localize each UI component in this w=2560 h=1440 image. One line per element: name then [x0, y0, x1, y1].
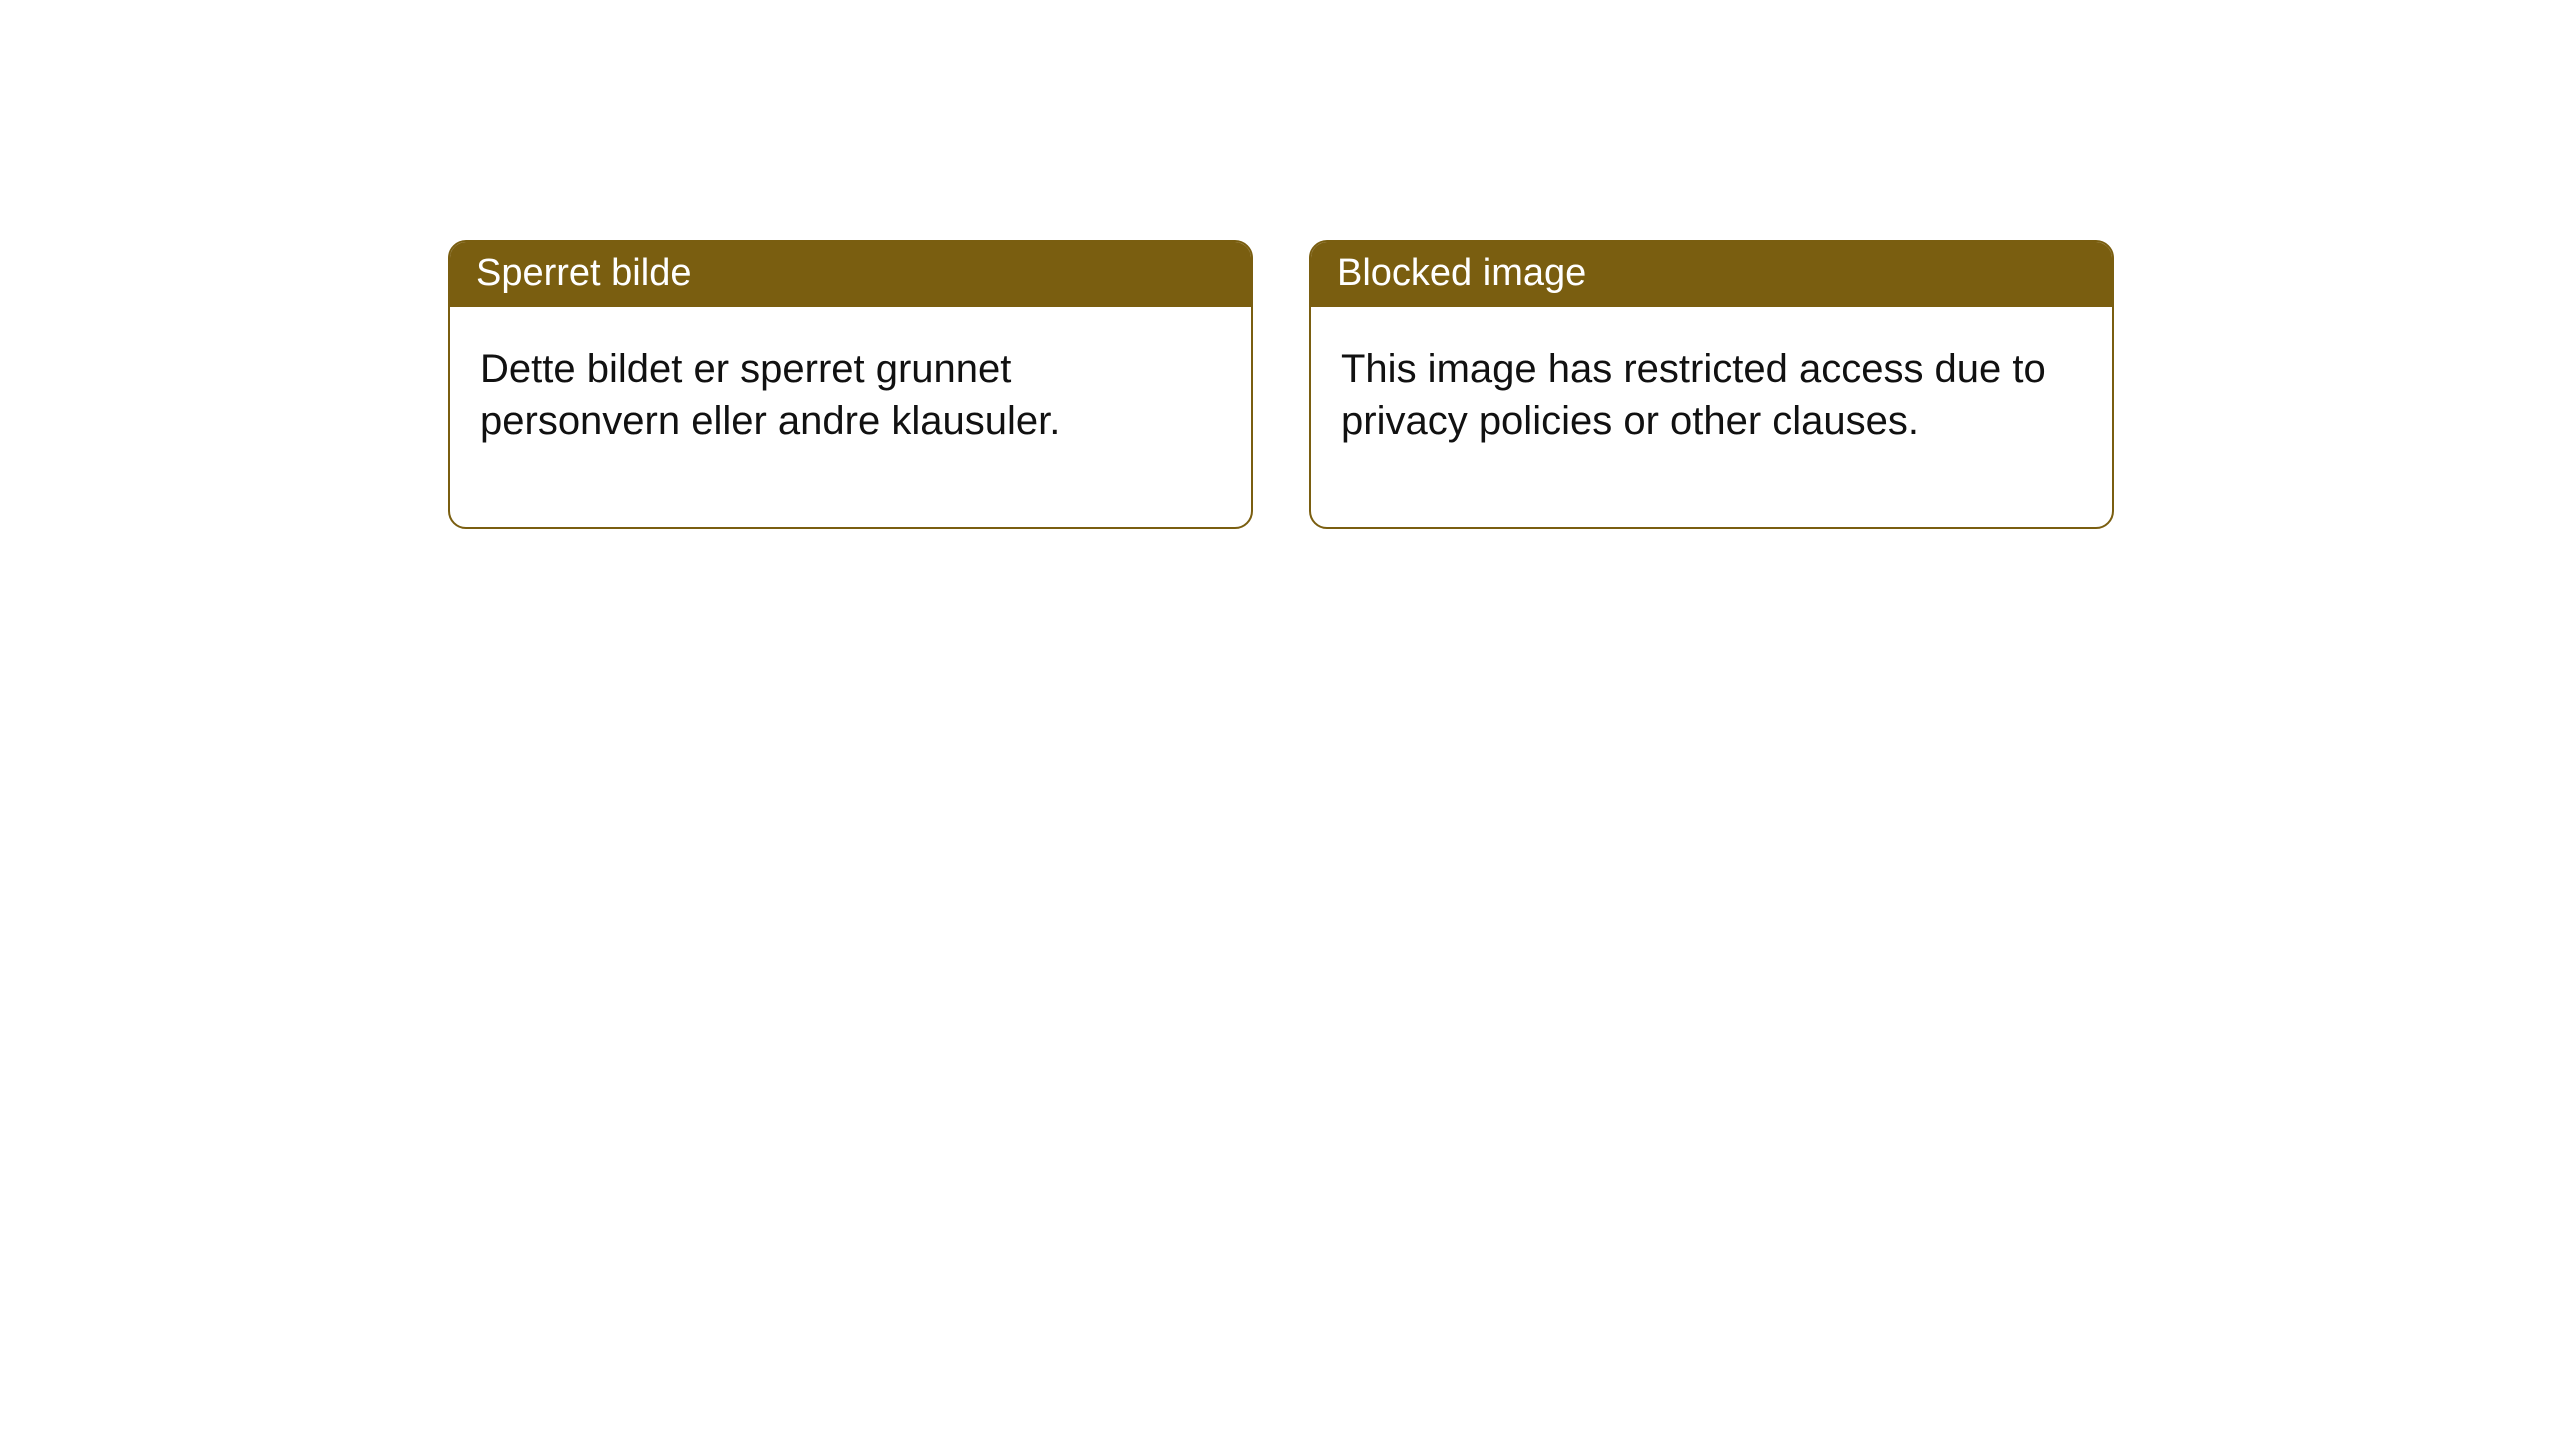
card-title-en: Blocked image	[1311, 242, 2112, 307]
card-title-no: Sperret bilde	[450, 242, 1251, 307]
card-body-en: This image has restricted access due to …	[1311, 307, 2112, 527]
notice-container: Sperret bilde Dette bildet er sperret gr…	[0, 0, 2560, 529]
blocked-image-card-no: Sperret bilde Dette bildet er sperret gr…	[448, 240, 1253, 529]
blocked-image-card-en: Blocked image This image has restricted …	[1309, 240, 2114, 529]
card-body-no: Dette bildet er sperret grunnet personve…	[450, 307, 1251, 527]
